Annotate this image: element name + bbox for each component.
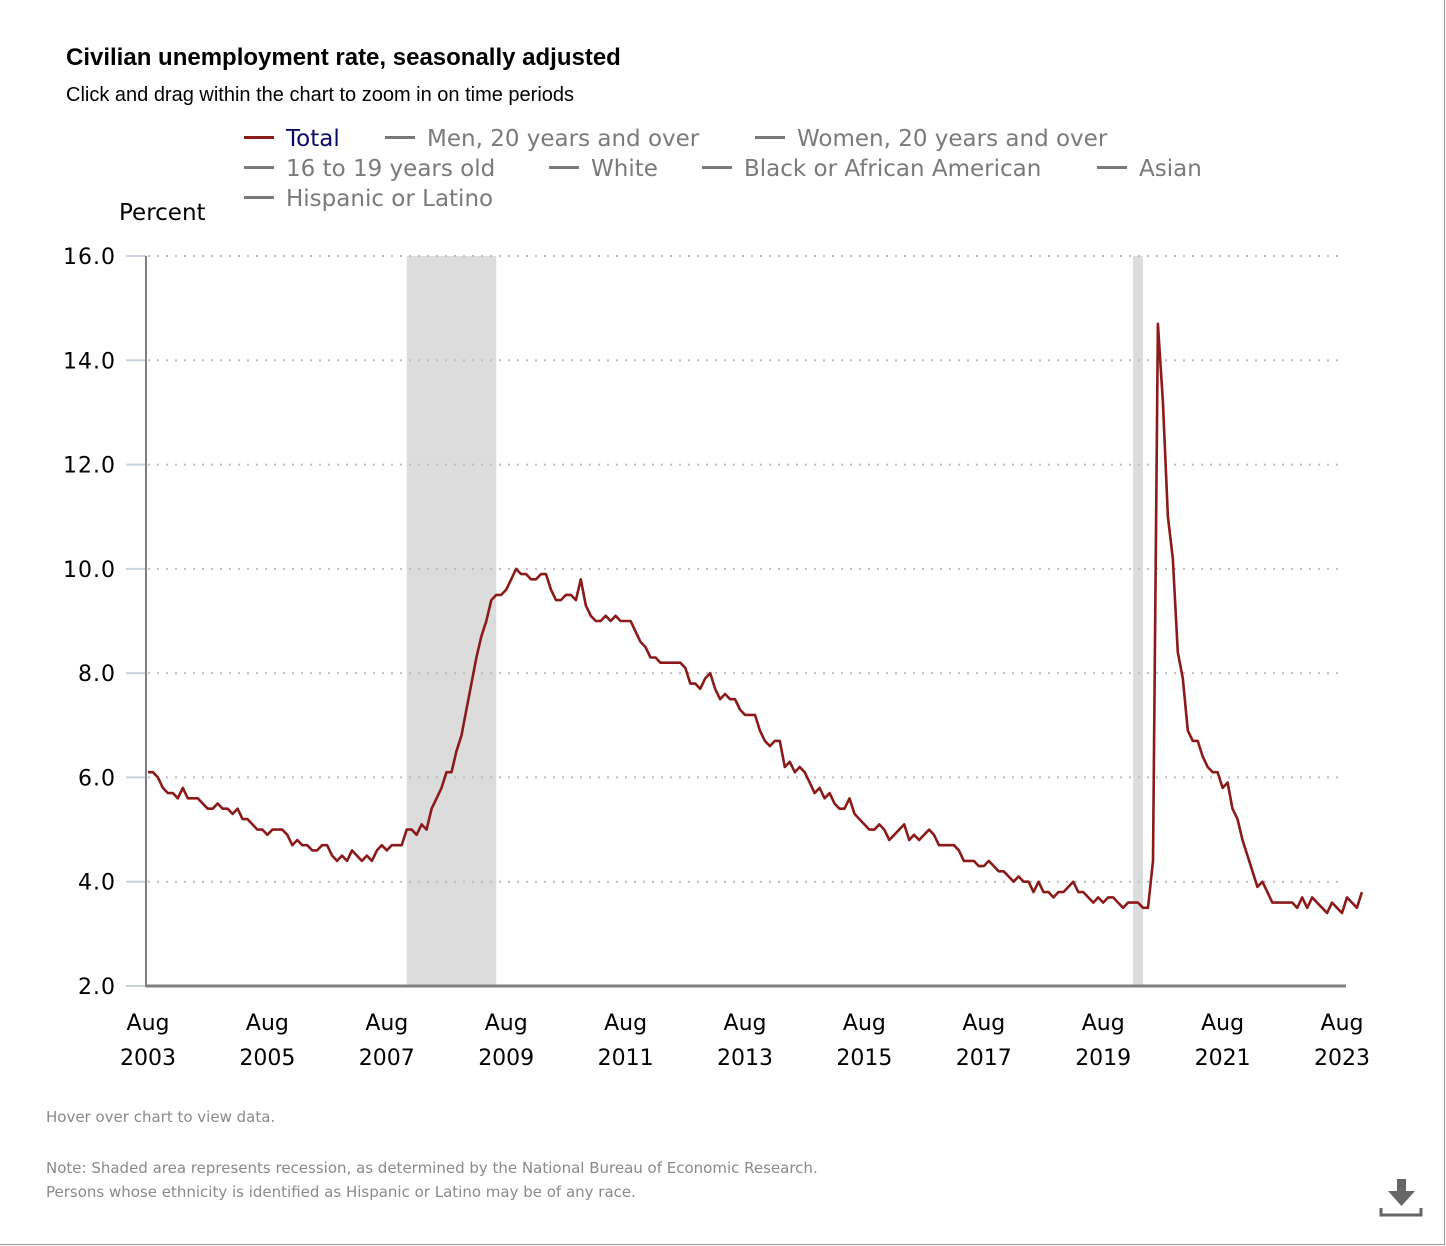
y-tick-label: 4.0 — [78, 871, 116, 896]
y-tick-label: 6.0 — [78, 766, 116, 791]
legend-item-white[interactable]: White — [549, 154, 658, 184]
x-tick-year: 2007 — [359, 1046, 415, 1071]
download-button[interactable] — [1378, 1176, 1424, 1222]
legend-item-hispanic[interactable]: Hispanic or Latino — [244, 184, 493, 214]
legend-label: White — [591, 156, 658, 182]
download-icon — [1379, 1179, 1423, 1217]
legend-item-women-20-over[interactable]: Women, 20 years and over — [755, 124, 1107, 154]
x-tick-year: 2009 — [478, 1046, 534, 1071]
legend-item-asian[interactable]: Asian — [1097, 154, 1202, 184]
x-tick-month: Aug — [843, 1011, 886, 1036]
recession-layer — [406, 256, 1144, 986]
chart-title: Civilian unemployment rate, seasonally a… — [66, 44, 621, 71]
chart-subtitle: Click and drag within the chart to zoom … — [66, 84, 575, 106]
legend-label: Men, 20 years and over — [427, 126, 700, 152]
y-axis-label: Percent — [119, 200, 206, 226]
axis-layer — [145, 256, 1346, 988]
legend-item-16-19[interactable]: 16 to 19 years old — [244, 154, 495, 184]
y-tick-label: 12.0 — [63, 454, 116, 479]
y-tick-label: 16.0 — [63, 245, 116, 270]
legend-label: Hispanic or Latino — [286, 186, 494, 212]
x-tick-year: 2005 — [239, 1046, 295, 1071]
recession-band — [1133, 256, 1144, 986]
x-tick-month: Aug — [724, 1011, 767, 1036]
legend-swatch-white — [549, 166, 579, 169]
hover-instruction: Hover over chart to view data. — [46, 1108, 276, 1126]
y-tick-labels: 2.0 4.0 6.0 8.0 10.0 12.0 14.0 16.0 — [63, 245, 116, 1000]
x-tick-year: 2021 — [1195, 1046, 1251, 1071]
legend-swatch-total — [244, 136, 274, 139]
footnote-hispanic: Persons whose ethnicity is identified as… — [46, 1183, 636, 1201]
x-tick-year: 2003 — [120, 1046, 176, 1071]
y-tick-label: 8.0 — [78, 662, 116, 687]
legend-item-men-20-over[interactable]: Men, 20 years and over — [385, 124, 699, 154]
x-tick-year: 2023 — [1314, 1046, 1370, 1071]
y-tick-label: 14.0 — [63, 349, 116, 374]
x-tick-month: Aug — [1082, 1011, 1125, 1036]
x-tick-month: Aug — [1201, 1011, 1244, 1036]
legend-label: Total — [286, 126, 340, 152]
x-tick-month: Aug — [485, 1011, 528, 1036]
legend-item-total[interactable]: Total — [244, 124, 340, 154]
legend-swatch-16-19 — [244, 166, 274, 169]
legend-label: Women, 20 years and over — [797, 126, 1108, 152]
x-tick-labels: Aug 2003 Aug 2005 Aug 2007 Aug 2009 Aug 2011 Aug 20… — [120, 1011, 1370, 1071]
y-tick-label: 10.0 — [63, 558, 116, 583]
x-tick-year: 2017 — [956, 1046, 1012, 1071]
y-tick-label: 2.0 — [78, 975, 116, 1000]
x-tick-year: 2013 — [717, 1046, 773, 1071]
x-tick-year: 2015 — [836, 1046, 892, 1071]
legend-swatch-black — [702, 166, 732, 169]
legend-label: Black or African American — [744, 156, 1042, 182]
x-tick-year: 2019 — [1075, 1046, 1131, 1071]
legend-swatch-men — [385, 136, 415, 139]
chart-plot[interactable]: 2.0 4.0 6.0 8.0 10.0 12.0 14.0 16.0 Aug 2003 Aug 2… — [0, 0, 1446, 1100]
footnote: Note: Shaded area represents recession, … — [46, 1156, 818, 1204]
recession-band — [406, 256, 497, 986]
footnote-recession: Note: Shaded area represents recession, … — [46, 1159, 818, 1177]
legend-label: Asian — [1139, 156, 1202, 182]
x-tick-month: Aug — [962, 1011, 1005, 1036]
legend-swatch-hispanic — [244, 196, 274, 199]
x-tick-month: Aug — [127, 1011, 170, 1036]
legend-item-black[interactable]: Black or African American — [702, 154, 1041, 184]
x-tick-year: 2011 — [598, 1046, 654, 1071]
series-line-total — [148, 322, 1364, 915]
series-layer — [147, 322, 1364, 915]
legend-label: 16 to 19 years old — [286, 156, 496, 182]
x-tick-month: Aug — [1321, 1011, 1364, 1036]
x-tick-month: Aug — [604, 1011, 647, 1036]
grid-layer — [126, 255, 1342, 987]
legend-swatch-women — [755, 136, 785, 139]
x-tick-month: Aug — [365, 1011, 408, 1036]
legend-swatch-asian — [1097, 166, 1127, 169]
x-tick-month: Aug — [246, 1011, 289, 1036]
